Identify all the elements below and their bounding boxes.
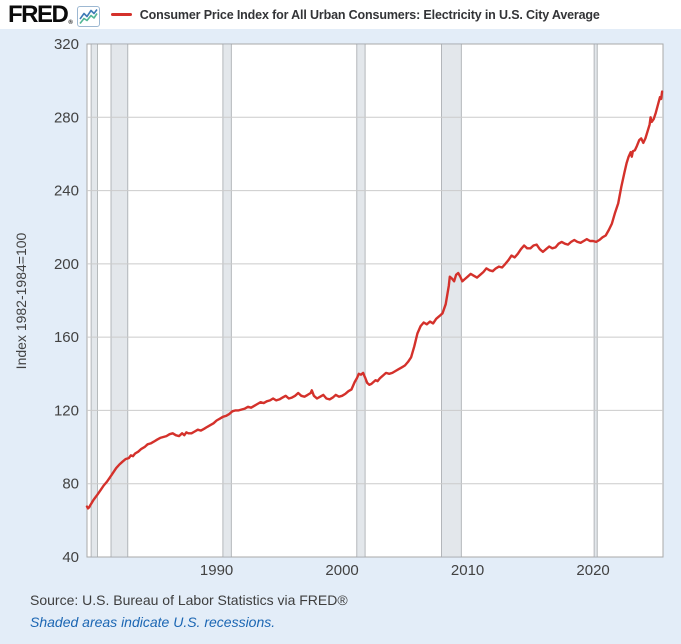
series-title: Consumer Price Index for All Urban Consu… (139, 7, 600, 22)
fred-logo-text: FRED (8, 0, 69, 28)
y-axis-title: Index 1982-1984=100 (13, 232, 29, 370)
recession-band (110, 43, 129, 558)
recession-band (356, 43, 366, 558)
x-tick-label: 2020 (576, 562, 609, 579)
x-tick-label: 2000 (325, 562, 358, 579)
x-tick-label: 2010 (451, 562, 484, 579)
series-legend-swatch (110, 13, 132, 16)
recession-band (90, 43, 98, 558)
y-tick-label: 80 (62, 476, 79, 493)
recession-band (222, 43, 232, 558)
chart-header: FRED ® Consumer Price Index for All Urba… (0, 0, 681, 29)
series-line[interactable] (85, 90, 664, 510)
y-tick-label: 120 (54, 402, 79, 419)
x-tick-label: 1990 (200, 562, 233, 579)
sparkline-chart-icon[interactable] (76, 5, 100, 27)
y-tick-label: 200 (54, 256, 79, 273)
y-tick-label: 280 (54, 109, 79, 126)
registered-mark: ® (68, 19, 73, 26)
y-tick-label: 320 (54, 36, 79, 53)
recession-band (441, 43, 462, 558)
y-tick-label: 40 (62, 549, 79, 566)
plot-background (86, 43, 664, 558)
recession-band (593, 43, 598, 558)
y-tick-label: 240 (54, 183, 79, 200)
fred-logo[interactable]: FRED ® (8, 0, 73, 28)
source-note: Source: U.S. Bureau of Labor Statistics … (30, 592, 348, 608)
recession-note[interactable]: Shaded areas indicate U.S. recessions. (30, 614, 276, 630)
y-tick-label: 160 (54, 329, 79, 346)
